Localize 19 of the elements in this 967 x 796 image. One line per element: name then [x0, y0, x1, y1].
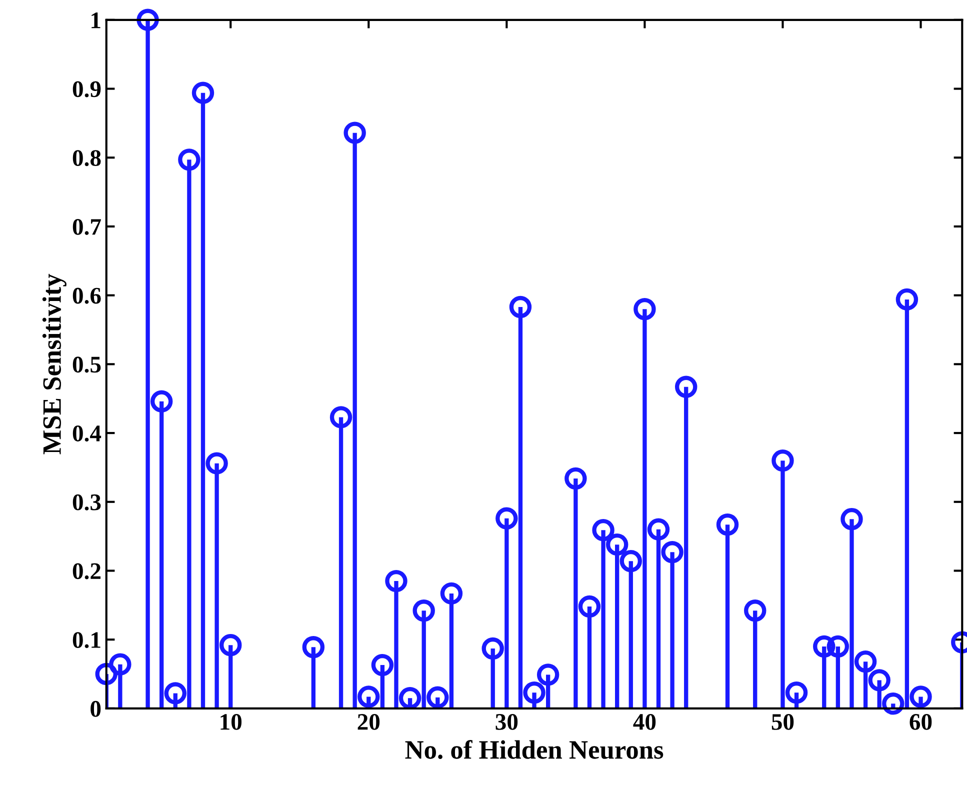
y-tick-label: 0.2: [72, 563, 100, 580]
y-tick-label: 1: [92, 12, 100, 28]
x-tick-label: 20: [358, 714, 380, 730]
y-tick-label: 0.4: [72, 426, 102, 442]
y-tick-label: 0.9: [72, 81, 101, 98]
x-tick-label: 30: [496, 714, 518, 730]
y-tick-label: 0.1: [72, 632, 100, 648]
x-tick-label: 60: [910, 714, 932, 730]
x-axis-title: No. of Hidden Neurons: [405, 740, 664, 759]
x-tick-label: 50: [772, 714, 794, 730]
x-tick-label: 10: [220, 714, 242, 730]
y-tick-label: 0.8: [72, 150, 101, 166]
y-axis-title: MSE Sensitivity: [42, 274, 66, 454]
y-tick-label: 0.3: [72, 494, 101, 510]
x-tick-label: 40: [633, 714, 656, 730]
y-tick-label: 0.7: [72, 218, 101, 235]
y-tick-label: 0.6: [72, 288, 101, 304]
y-tick-label: 0: [90, 700, 101, 717]
y-tick-label: 0.5: [72, 356, 101, 373]
